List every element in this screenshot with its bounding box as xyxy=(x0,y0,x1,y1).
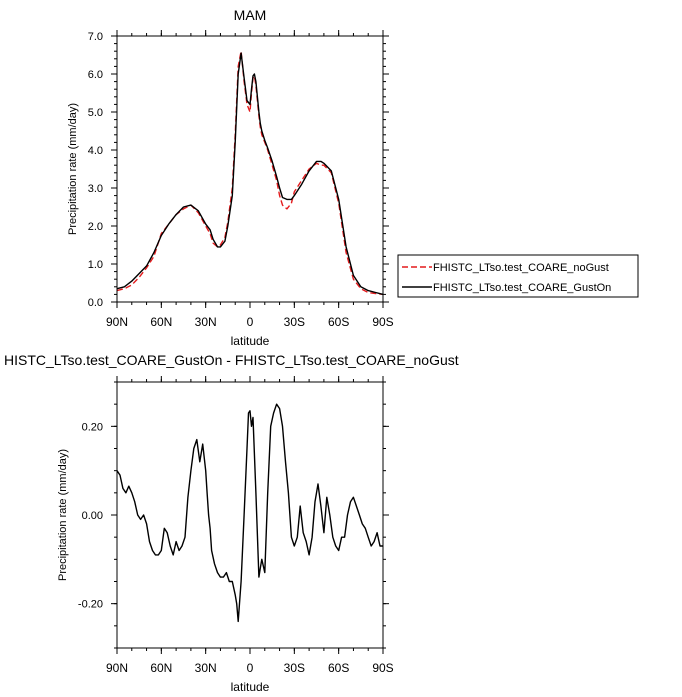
y-tick-label: -0.20 xyxy=(78,599,103,611)
y-axis-label: Precipitation rate (mm/day) xyxy=(57,449,69,581)
x-tick-label: 30N xyxy=(195,661,217,675)
chart-title: HISTC_LTso.test_COARE_GustOn - FHISTC_LT… xyxy=(4,352,459,368)
x-tick-label: 90N xyxy=(106,661,128,675)
x-tick-label: 60N xyxy=(150,315,172,329)
y-tick-label: 4.0 xyxy=(88,145,103,157)
series-line-guston xyxy=(116,52,384,296)
y-tick-label: 6.0 xyxy=(88,69,103,81)
x-tick-label: 30S xyxy=(284,661,305,675)
legend-box xyxy=(397,254,639,298)
x-tick-label: 90S xyxy=(372,315,393,329)
chart-difference: HISTC_LTso.test_COARE_GustOn - FHISTC_LT… xyxy=(4,352,459,694)
y-tick-label: 0.0 xyxy=(88,297,103,309)
y-tick-label: 0.00 xyxy=(82,510,103,522)
y-tick-label: 2.0 xyxy=(88,221,103,233)
x-tick-label: 30N xyxy=(195,315,217,329)
plot-frame xyxy=(116,381,384,649)
x-tick-label: 90S xyxy=(372,661,393,675)
x-tick-label: 0 xyxy=(247,661,254,675)
x-tick-label: 60N xyxy=(150,661,172,675)
y-tick-label: 3.0 xyxy=(88,183,103,195)
x-tick-label: 90N xyxy=(106,315,128,329)
plot-frame xyxy=(116,35,384,303)
y-tick-label: 5.0 xyxy=(88,107,103,119)
legend-label-guston: FHISTC_LTso.test_COARE_GustOn xyxy=(433,282,611,294)
series-line-guston xyxy=(116,403,383,623)
legend-label-nogust: FHISTC_LTso.test_COARE_noGust xyxy=(433,262,609,274)
series-line-nogust xyxy=(116,50,384,296)
x-tick-label: 0 xyxy=(247,315,254,329)
y-tick-label: 7.0 xyxy=(88,31,103,43)
x-tick-label: 30S xyxy=(284,315,305,329)
x-axis-label: latitude xyxy=(231,680,270,694)
chart-title: MAM xyxy=(234,7,267,23)
chart-mam: MAM 90N 60N 30N 0 30S 60S 90S 0.0 1.0 2.0 3.0 4.0 5.… xyxy=(67,7,394,348)
y-axis-label: Precipitation rate (mm/day) xyxy=(67,103,79,235)
x-tick-label: 60S xyxy=(328,315,349,329)
x-tick-label: 60S xyxy=(328,661,349,675)
y-tick-label: 1.0 xyxy=(88,259,103,271)
legend: FHISTC_LTso.test_COARE_noGust FHISTC_LTs… xyxy=(397,254,639,298)
x-axis-label: latitude xyxy=(231,334,270,348)
y-tick-label: 0.20 xyxy=(82,421,103,433)
